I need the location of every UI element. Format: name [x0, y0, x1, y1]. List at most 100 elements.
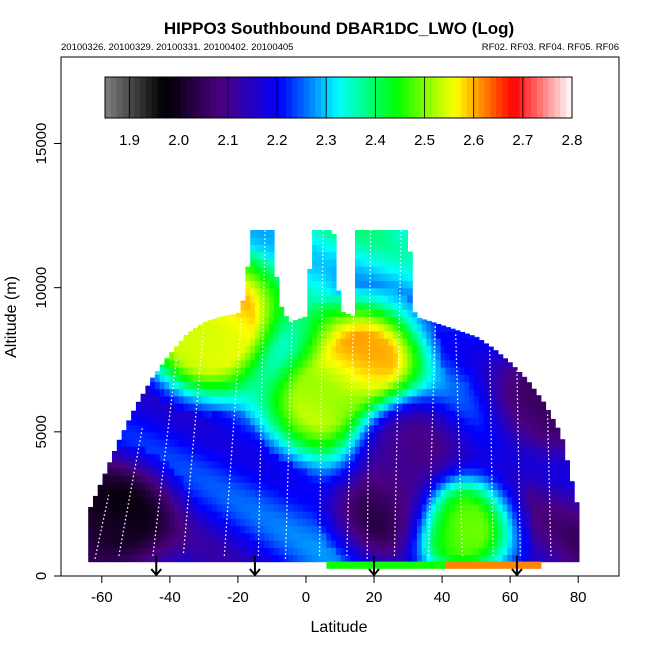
- heatmap-cell: [497, 403, 504, 411]
- heatmap-cell: [145, 489, 151, 498]
- heatmap-cell: [426, 345, 432, 354]
- heatmap-cell: [550, 518, 556, 527]
- heatmap-cell: [207, 388, 213, 397]
- heatmap-cell: [383, 330, 389, 339]
- heatmap-cell: [435, 410, 442, 418]
- heatmap-cell: [407, 525, 413, 534]
- heatmap-cell: [345, 330, 351, 339]
- heatmap-cell: [164, 511, 170, 519]
- heatmap-cell: [345, 547, 351, 555]
- heatmap-cell: [431, 338, 437, 346]
- heatmap-cell: [202, 424, 208, 433]
- heatmap-cell: [269, 230, 275, 238]
- colorbar-tick-label: 2.1: [217, 132, 238, 149]
- heatmap-cell: [431, 503, 437, 512]
- heatmap-cell: [316, 258, 323, 267]
- heatmap-cell: [254, 554, 261, 563]
- heatmap-cell: [326, 475, 332, 483]
- heatmap-cell: [250, 230, 256, 238]
- heatmap-cell: [526, 503, 532, 512]
- heatmap-cell: [526, 388, 532, 397]
- heatmap-cell: [340, 489, 347, 498]
- heatmap-cell: [278, 367, 285, 375]
- heatmap-cell: [497, 525, 504, 534]
- heatmap-cell: [421, 547, 428, 555]
- heatmap-cell: [231, 525, 237, 534]
- heatmap-cell: [278, 482, 285, 491]
- heatmap-cell: [150, 424, 156, 433]
- heatmap-cell: [502, 374, 508, 382]
- heatmap-cell: [240, 511, 246, 519]
- heatmap-cell: [197, 338, 204, 346]
- heatmap-cell: [435, 417, 442, 426]
- heatmap-cell: [340, 424, 347, 433]
- heatmap-cell: [302, 496, 308, 505]
- heatmap-cell: [397, 532, 404, 541]
- heatmap-cell: [364, 251, 370, 260]
- heatmap-cell: [297, 381, 304, 390]
- heatmap-cell: [326, 266, 332, 274]
- heatmap-cell: [207, 330, 213, 339]
- heatmap-cell: [474, 540, 480, 548]
- heatmap-cell: [416, 511, 423, 519]
- heatmap-cell: [202, 525, 208, 534]
- heatmap-cell: [393, 410, 399, 418]
- heatmap-cell: [131, 554, 137, 563]
- heatmap-cell: [188, 489, 194, 498]
- heatmap-cell: [245, 280, 251, 289]
- heatmap-cell: [269, 367, 275, 375]
- heatmap-cell: [116, 446, 123, 455]
- heatmap-cell: [269, 475, 275, 483]
- heatmap-cell: [397, 561, 404, 569]
- heatmap-cell: [364, 345, 370, 354]
- heatmap-cell: [545, 453, 551, 462]
- heatmap-cell: [250, 359, 256, 368]
- heatmap-cell: [345, 532, 351, 541]
- heatmap-cell: [254, 496, 261, 505]
- heatmap-cell: [431, 511, 437, 519]
- heatmap-cell: [445, 525, 451, 534]
- heatmap-cell: [469, 561, 475, 569]
- heatmap-cell: [378, 266, 385, 274]
- heatmap-cell: [293, 511, 299, 519]
- heatmap-cell: [459, 518, 466, 527]
- heatmap-cell: [369, 374, 375, 382]
- heatmap-cell: [288, 525, 294, 534]
- heatmap-cell: [493, 439, 499, 447]
- heatmap-cell: [521, 376, 528, 382]
- heatmap-cell: [407, 554, 413, 563]
- heatmap-cell: [374, 417, 380, 426]
- heatmap-cell: [469, 489, 475, 498]
- heatmap-cell: [402, 482, 408, 491]
- heatmap-cell: [331, 503, 337, 512]
- heatmap-cell: [369, 460, 375, 469]
- heatmap-cell: [426, 540, 432, 548]
- heatmap-cell: [445, 424, 451, 433]
- heatmap-cell: [540, 511, 547, 519]
- heatmap-cell: [445, 554, 451, 563]
- heatmap-cell: [536, 395, 542, 404]
- heatmap-cell: [235, 540, 242, 548]
- heatmap-cell: [150, 489, 156, 498]
- heatmap-cell: [254, 266, 261, 274]
- heatmap-cell: [274, 276, 280, 282]
- heatmap-cell: [450, 388, 456, 397]
- heatmap-cell: [426, 330, 432, 339]
- heatmap-cell: [569, 481, 575, 483]
- x-tick-label: -40: [159, 589, 181, 606]
- heatmap-cell: [383, 230, 389, 238]
- heatmap-cell: [531, 561, 537, 569]
- heatmap-cell: [231, 547, 237, 555]
- heatmap-cell: [440, 496, 447, 505]
- heatmap-cell: [383, 237, 389, 245]
- heatmap-cell: [240, 352, 246, 361]
- heatmap-cell: [145, 518, 151, 527]
- heatmap-cell: [174, 525, 180, 534]
- heatmap-cell: [245, 410, 251, 418]
- heatmap-cell: [183, 403, 189, 411]
- heatmap-cell: [364, 244, 370, 253]
- heatmap-cell: [269, 302, 275, 310]
- heatmap-cell: [212, 453, 218, 462]
- heatmap-cell: [145, 460, 151, 469]
- heatmap-cell: [355, 525, 361, 534]
